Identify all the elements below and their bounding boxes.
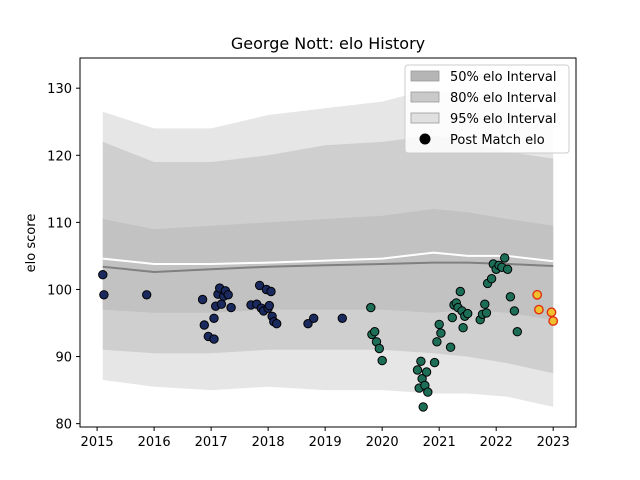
data-point bbox=[434, 319, 444, 330]
data-point bbox=[337, 313, 347, 323]
legend-label: 80% elo Interval bbox=[450, 91, 557, 106]
data-point bbox=[303, 319, 313, 329]
legend-box bbox=[404, 64, 570, 154]
data-point bbox=[209, 313, 219, 323]
data-point bbox=[216, 299, 227, 309]
legend-label: 95% elo Interval bbox=[450, 112, 557, 127]
x-tick-label: 2023 bbox=[537, 435, 570, 450]
data-point bbox=[418, 402, 428, 412]
data-point bbox=[421, 367, 432, 377]
x-tick-label: 2015 bbox=[81, 435, 114, 450]
y-tick-label: 90 bbox=[55, 351, 72, 366]
data-point bbox=[209, 334, 219, 344]
mean-line bbox=[102, 261, 554, 274]
data-point bbox=[455, 286, 465, 297]
data-point bbox=[429, 357, 440, 368]
data-point bbox=[99, 290, 109, 300]
data-point bbox=[505, 292, 516, 302]
x-tick-label: 2017 bbox=[195, 435, 228, 450]
legend-swatch bbox=[410, 91, 440, 103]
y-axis-label: elo score bbox=[24, 214, 39, 273]
data-point bbox=[374, 343, 384, 354]
chart-title: George Nott: elo History bbox=[231, 34, 425, 53]
data-point bbox=[509, 306, 520, 316]
axes-frame bbox=[79, 57, 577, 428]
data-point bbox=[532, 289, 543, 300]
data-point bbox=[226, 302, 236, 313]
data-point bbox=[98, 270, 108, 280]
data-point bbox=[366, 302, 376, 313]
plot-area bbox=[98, 88, 559, 412]
legend-swatch bbox=[410, 70, 440, 82]
data-point bbox=[412, 365, 423, 375]
data-point bbox=[197, 294, 208, 305]
y-tick-label: 110 bbox=[47, 216, 72, 231]
x-tick-label: 2020 bbox=[366, 435, 399, 450]
x-axis: 2015 2016 2017 2018 2019 2020 2021 2022 2023 bbox=[81, 427, 570, 450]
data-point bbox=[370, 327, 380, 337]
data-point bbox=[423, 387, 433, 397]
median-line bbox=[102, 251, 554, 265]
x-tick-label: 2021 bbox=[423, 435, 456, 450]
y-axis: 80 90 100 110 120 130 bbox=[47, 82, 80, 433]
data-point bbox=[458, 323, 468, 333]
data-point bbox=[416, 356, 426, 366]
data-point bbox=[377, 355, 387, 366]
x-tick-label: 2019 bbox=[309, 435, 342, 450]
data-point bbox=[264, 300, 274, 311]
data-point bbox=[486, 274, 497, 284]
data-point bbox=[445, 342, 456, 352]
data-point bbox=[199, 320, 210, 330]
data-point bbox=[548, 316, 559, 326]
data-point bbox=[432, 337, 442, 347]
legend: 50% elo Interval 80% elo Interval 95% elo … bbox=[404, 64, 570, 154]
data-point bbox=[254, 280, 265, 291]
y-tick-label: 100 bbox=[47, 283, 72, 298]
data-point bbox=[223, 290, 233, 300]
x-tick-label: 2018 bbox=[252, 435, 285, 450]
x-tick-label: 2022 bbox=[480, 435, 513, 450]
data-point bbox=[309, 313, 319, 323]
y-tick-label: 80 bbox=[55, 418, 72, 433]
data-point bbox=[463, 308, 473, 319]
y-tick-label: 130 bbox=[47, 82, 72, 97]
data-point bbox=[546, 307, 557, 318]
data-point bbox=[142, 290, 152, 300]
data-point bbox=[436, 328, 446, 338]
legend-label: 50% elo Interval bbox=[450, 70, 557, 85]
y-tick-label: 120 bbox=[47, 149, 72, 164]
data-point bbox=[534, 304, 544, 315]
data-point bbox=[447, 312, 457, 323]
legend-marker bbox=[419, 133, 431, 145]
legend-label: Post Match elo bbox=[450, 133, 545, 148]
legend-swatch bbox=[410, 112, 440, 124]
data-point bbox=[500, 253, 510, 263]
data-point bbox=[266, 286, 276, 297]
data-point bbox=[502, 264, 513, 274]
data-point bbox=[272, 319, 282, 329]
x-tick-label: 2016 bbox=[138, 435, 171, 450]
data-point bbox=[512, 327, 522, 337]
data-point bbox=[481, 308, 492, 318]
data-point bbox=[480, 299, 490, 309]
